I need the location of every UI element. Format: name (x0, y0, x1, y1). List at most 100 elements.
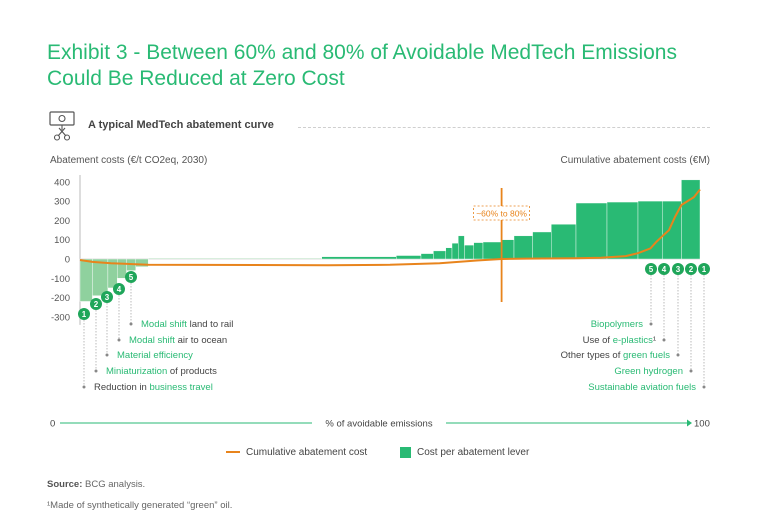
lever-highlight-after: business travel (149, 382, 212, 393)
bar (575, 202, 608, 260)
lever-pre: Other types of (561, 350, 623, 361)
bar (116, 258, 127, 279)
lever-text: air to ocean (175, 335, 227, 346)
lever-marker-number: 1 (82, 310, 87, 319)
bar (79, 258, 93, 302)
lever-pre: Use of (583, 335, 613, 346)
lever-highlight: Material efficiency (117, 350, 193, 361)
bar (445, 247, 453, 260)
bar (501, 239, 515, 260)
left-lever-label: Reduction in business travel (94, 382, 213, 393)
money-scissors-icon (48, 110, 78, 142)
bar (681, 179, 701, 260)
lever-marker (101, 291, 113, 303)
lever-leader-dot (702, 385, 706, 389)
bar (482, 241, 502, 260)
lever-marker (685, 263, 697, 275)
legend-item-cumulative: Cumulative abatement cost (226, 447, 367, 458)
lever-leader-dot (94, 369, 98, 373)
source-text: BCG analysis. (82, 479, 146, 490)
lever-leader-dot (117, 338, 121, 342)
lever-marker-number: 4 (117, 285, 122, 294)
lever-marker (672, 263, 684, 275)
lever-leader-dot (689, 369, 693, 373)
lever-text: land to rail (187, 319, 233, 330)
left-lever-label: Modal shift land to rail (141, 319, 233, 330)
lever-post: ¹ (653, 335, 656, 346)
right-lever-label: Use of e-plastics¹ (583, 335, 656, 346)
bar (451, 242, 459, 260)
legend-box-swatch (400, 447, 411, 458)
lever-highlight: Modal shift (129, 335, 175, 346)
y-tick-label: 400 (54, 177, 70, 188)
lever-marker-number: 1 (702, 265, 707, 274)
legend-item-lever: Cost per abatement lever (400, 447, 529, 458)
y-tick-label: 100 (54, 235, 70, 246)
abatement-curve-chart: ~60% to 80% 1 Reduction in business trave… (50, 175, 710, 430)
lever-leader-dot (82, 385, 86, 389)
bar (92, 258, 109, 296)
right-lever-label: Biopolymers (591, 319, 644, 330)
x-axis-arrowhead (687, 419, 692, 427)
bar (637, 200, 663, 260)
chart-subtitle: A typical MedTech abatement curve (88, 119, 274, 131)
left-axis-title: Abatement costs (€/t CO2eq, 2030) (50, 155, 208, 166)
lever-marker (90, 298, 102, 310)
lever-highlight: Biopolymers (591, 319, 644, 330)
bar (147, 258, 323, 260)
right-lever-label: Sustainable aviation fuels (588, 382, 696, 393)
lever-marker (125, 271, 137, 283)
lever-marker-number: 5 (649, 265, 654, 274)
lever-marker (698, 263, 710, 275)
left-lever-label: Modal shift air to ocean (129, 335, 227, 346)
zero-cost-band-label: ~60% to 80% (476, 209, 527, 219)
subtitle-divider (298, 127, 710, 128)
lever-marker-number: 2 (94, 300, 99, 309)
y-tick-label: 300 (54, 197, 70, 208)
bar (473, 242, 484, 260)
lever-leader-dot (105, 353, 109, 357)
footnote: ¹Made of synthetically generated “green”… (47, 500, 233, 511)
lever-leader-dot (649, 322, 653, 326)
bar (458, 235, 465, 260)
right-axis-title: Cumulative abatement costs (€M) (560, 155, 710, 166)
lever-marker (78, 308, 90, 320)
x-axis-label: % of avoidable emissions (325, 419, 432, 430)
zero-cost-band-box (473, 205, 531, 221)
lever-highlight: e-plastics (613, 335, 653, 346)
bar (532, 231, 552, 260)
y-tick-label: 0 (65, 255, 70, 266)
y-tick-label: -200 (51, 293, 70, 304)
lever-marker-number: 2 (689, 265, 694, 274)
lever-marker (658, 263, 670, 275)
lever-marker-number: 4 (662, 265, 667, 274)
legend-line-swatch (226, 451, 240, 454)
source-note: Source: BCG analysis. (47, 479, 145, 490)
bar (606, 201, 639, 260)
right-lever-label: Green hydrogen (614, 366, 683, 377)
bar (551, 224, 577, 260)
legend-label-cumulative: Cumulative abatement cost (246, 447, 368, 458)
bar (135, 258, 149, 267)
lever-highlight: Sustainable aviation fuels (588, 382, 696, 393)
bar (513, 235, 533, 260)
lever-highlight: green fuels (623, 350, 670, 361)
lever-marker (645, 263, 657, 275)
bar (396, 255, 422, 260)
lever-text: Reduction in (94, 382, 149, 393)
lever-leader-dot (129, 322, 133, 326)
y-tick-label: -300 (51, 312, 70, 323)
lever-highlight: Miniaturization (106, 366, 167, 377)
lever-highlight: Modal shift (141, 319, 187, 330)
x-end-label: 100 (694, 419, 710, 430)
lever-marker-number: 3 (105, 293, 110, 302)
source-label: Source: (47, 479, 83, 490)
x-start-label: 0 (50, 419, 55, 430)
lever-marker-number: 3 (676, 265, 681, 274)
page-title: Exhibit 3 - Between 60% and 80% of Avoid… (47, 41, 677, 90)
lever-leader-dot (662, 338, 666, 342)
lever-text: of products (167, 366, 217, 377)
left-lever-label: Miniaturization of products (106, 366, 217, 377)
legend-label-lever: Cost per abatement lever (417, 447, 530, 459)
lever-marker (113, 283, 125, 295)
